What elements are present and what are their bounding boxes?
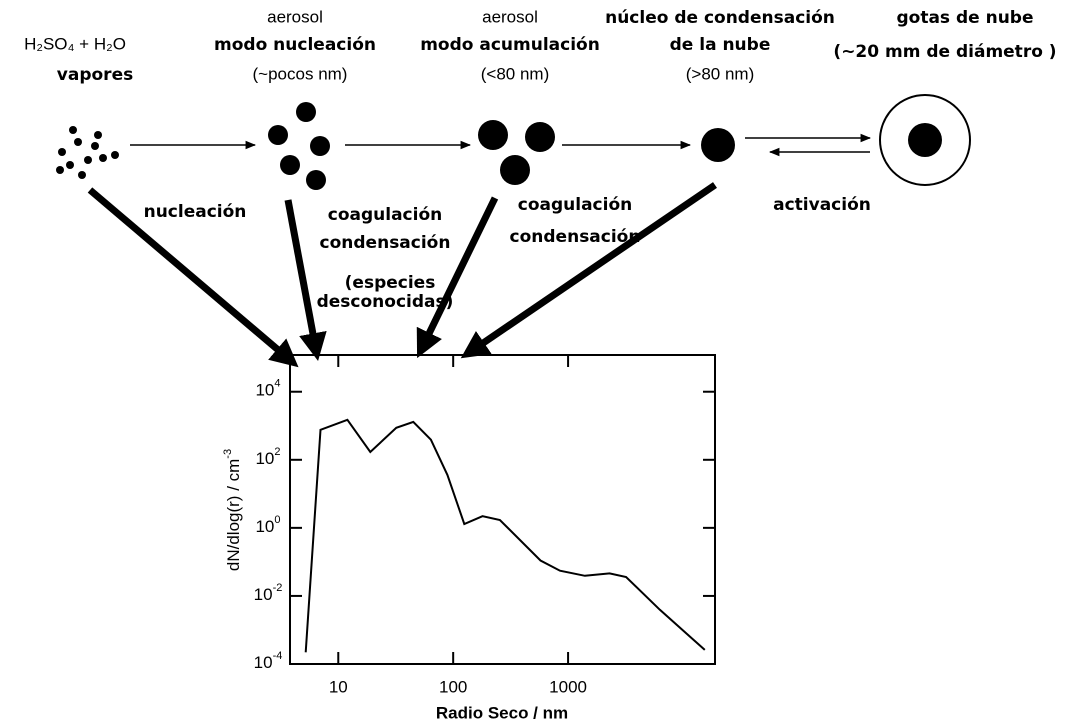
y-tick-base: 10 <box>254 585 273 604</box>
y-tick-base: 10 <box>254 653 273 672</box>
y-tick-label: 100 <box>255 514 280 537</box>
x-tick-label: 100 <box>439 677 467 696</box>
process-label: condensación <box>320 233 451 253</box>
y-tick-label: 102 <box>255 446 280 469</box>
stage-label: H₂SO₄ + H₂O <box>24 34 126 53</box>
x-tick-label: 1000 <box>549 677 587 696</box>
stage-label: vapores <box>57 65 133 85</box>
y-tick-exponent: 4 <box>274 378 280 390</box>
y-tick-base: 10 <box>255 381 274 400</box>
y-tick-base: 10 <box>255 449 274 468</box>
y-axis-title: dN/dlog(r) / cm-3 <box>222 449 244 571</box>
y-tick-base: 10 <box>255 517 274 536</box>
y-axis-title-exponent: -3 <box>222 449 234 459</box>
y-tick-exponent: 2 <box>274 446 280 458</box>
y-tick-label: 10-4 <box>254 650 283 673</box>
process-label: condensación <box>510 227 641 247</box>
stage-label: (~20 mm de diámetro ) <box>833 42 1056 62</box>
stage-label: de la nube <box>670 35 771 55</box>
process-label: nucleación <box>144 202 247 222</box>
process-label: coagulación <box>328 205 442 225</box>
process-label: activación <box>773 195 871 215</box>
particle-icons <box>56 94 971 190</box>
y-tick-label: 10-2 <box>254 582 283 605</box>
stage-label: (>80 nm) <box>686 64 755 83</box>
stage-label: aerosol <box>267 7 323 26</box>
stage-label: núcleo de condensación <box>605 8 835 28</box>
y-tick-exponent: 0 <box>274 514 280 526</box>
size-distribution-line <box>304 418 706 653</box>
y-tick-exponent: -2 <box>273 582 283 594</box>
mode-arrows <box>87 182 717 368</box>
stage-label: aerosol <box>482 7 538 26</box>
y-tick-label: 104 <box>255 378 280 401</box>
y-axis-title-text: dN/dlog(r) / cm <box>224 459 243 571</box>
process-label: desconocidas) <box>317 292 454 312</box>
process-arrows <box>130 133 872 157</box>
stage-label: (<80 nm) <box>481 64 550 83</box>
stage-label: (~pocos nm) <box>253 64 348 83</box>
stage-label: modo acumulación <box>420 35 600 55</box>
x-tick-label: 10 <box>329 677 348 696</box>
y-tick-exponent: -4 <box>273 650 283 662</box>
stage-label: gotas de nube <box>896 8 1033 28</box>
process-label: coagulación <box>518 195 632 215</box>
plot-frame <box>289 354 716 665</box>
stage-label: modo nucleación <box>214 35 376 55</box>
x-axis-title: Radio Seco / nm <box>436 703 568 722</box>
process-label: (especies <box>345 273 436 293</box>
